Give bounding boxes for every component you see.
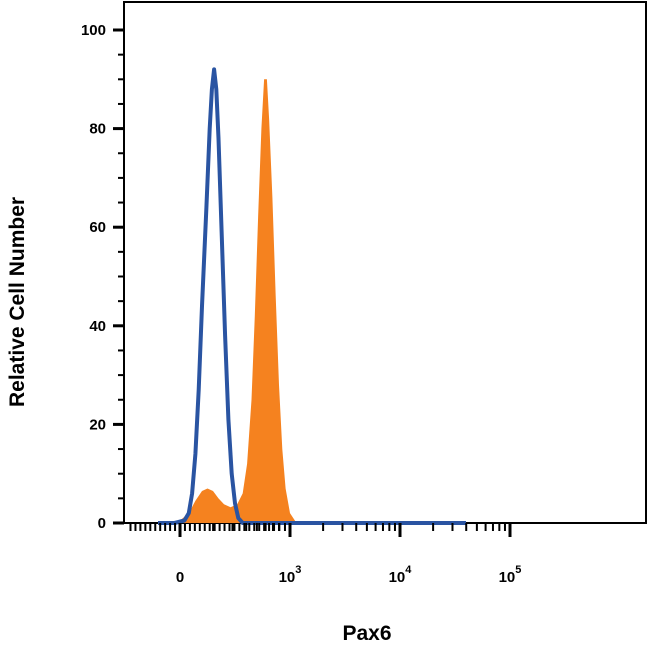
y-tick-label: 100 (81, 22, 106, 39)
y-tick-label: 20 (89, 416, 106, 433)
y-tick-label: 40 (89, 318, 106, 335)
series-layer (158, 67, 466, 525)
histogram-outline-series (158, 67, 466, 525)
x-tick-label: 0 (176, 569, 184, 586)
x-axis-title: Pax6 (342, 622, 391, 645)
x-tick-label: 105 (499, 564, 522, 586)
y-axis-title: Relative Cell Number (6, 197, 29, 407)
y-axis: 0 20 40 60 80 100 (81, 22, 124, 532)
y-tick-label: 80 (89, 121, 106, 138)
y-tick-label: 0 (98, 515, 106, 532)
x-tick-label: 103 (279, 564, 302, 586)
y-tick-label: 60 (89, 219, 106, 236)
x-axis: 0 103 104 105 (129, 523, 522, 586)
x-tick-label: 104 (389, 564, 413, 586)
